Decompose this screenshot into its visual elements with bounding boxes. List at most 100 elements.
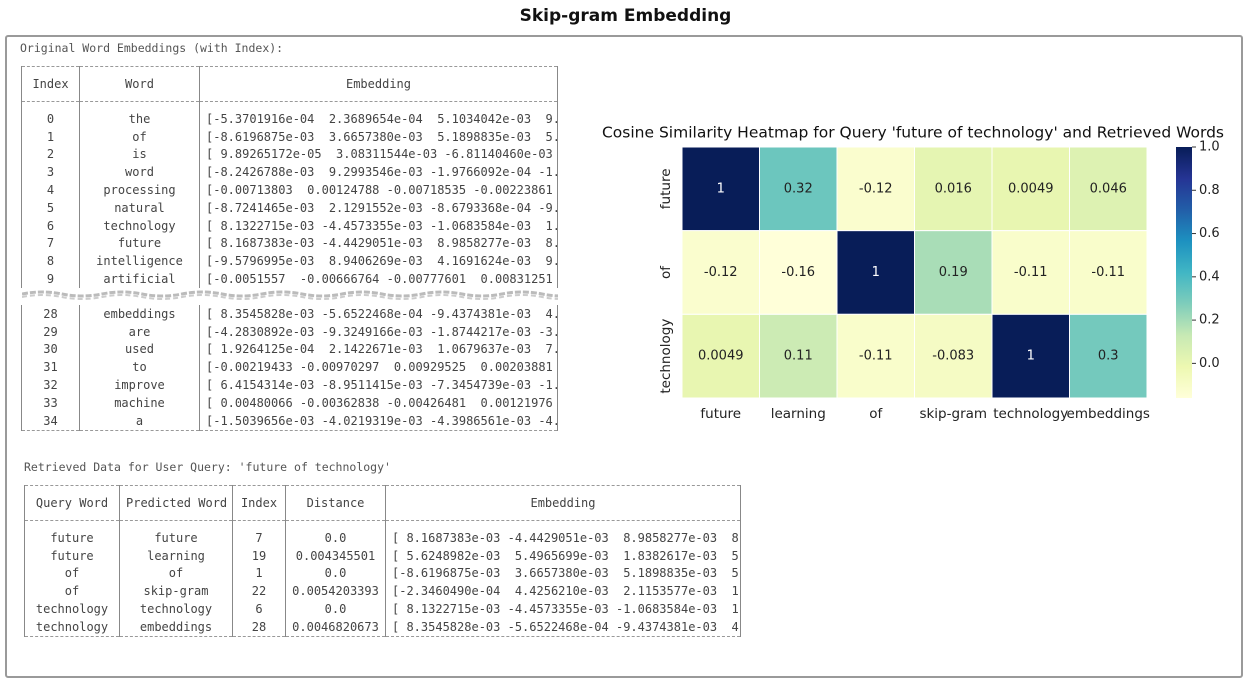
- column-header: Embedding: [385, 485, 741, 521]
- cell-label: 0.016: [935, 181, 972, 196]
- table-cell: [ 8.1687383e-03 -4.4429051e-03 8.9858277…: [199, 234, 558, 253]
- table-cell: 34: [21, 411, 80, 431]
- table-cell: 0.004345501: [285, 546, 386, 565]
- column-header: Distance: [285, 485, 386, 521]
- break-cell: [21, 288, 558, 305]
- table-cell: [ 9.89265172e-05 3.08311544e-03 -6.81140…: [199, 145, 558, 164]
- table-cell: 30: [21, 340, 80, 359]
- header-row: Query Word Predicted Word Index Distance Emb…: [24, 485, 741, 521]
- colorbar-tick-label: 1.0: [1199, 140, 1220, 155]
- table-cell: [ 8.1322715e-03 -4.4573355e-03 -1.068358…: [385, 600, 741, 618]
- cell-label: 0.11: [784, 349, 813, 364]
- table-row: 6 technology[ 8.1322715e-03 -4.4573355e-0…: [21, 216, 558, 235]
- table-cell: 7: [21, 234, 80, 253]
- table-row: 31 to [-0.00219433 -0.00970297 0.00929525 …: [21, 358, 558, 377]
- break-squiggle: [21, 290, 558, 300]
- heatmap-cell: [914, 313, 993, 399]
- table-cell: 1: [21, 127, 80, 146]
- colorbar-tick-label: 0.8: [1199, 183, 1220, 198]
- colorbar-tick-label: 0.0: [1199, 356, 1220, 371]
- heatmap-cell: [914, 146, 993, 232]
- cell-label: -0.12: [704, 265, 738, 280]
- table-cell: future: [79, 234, 200, 253]
- table-cell: 1: [232, 564, 286, 583]
- heatmap-cell: [759, 230, 838, 315]
- table-cell: skip-gram: [119, 582, 233, 601]
- table-cell: 28: [21, 304, 80, 323]
- table-cell: 28: [232, 617, 286, 637]
- table-cell: 22: [232, 582, 286, 601]
- table-cell: [ 8.1687383e-03 -4.4429051e-03 8.9858277…: [385, 520, 741, 547]
- cell-label: 0.0049: [698, 349, 744, 364]
- table-cell: [-4.2830892e-03 -9.3249166e-03 -1.874421…: [199, 322, 558, 341]
- column-header: Embedding: [199, 66, 558, 102]
- table-row: 1 of [-8.6196875e-03 3.6657380e-03 5.18988…: [21, 127, 558, 146]
- table-cell: of: [24, 564, 120, 583]
- table-row: 2 is[ 9.89265172e-05 3.08311544e-03 -6.81…: [21, 145, 558, 164]
- cell-label: -0.11: [1091, 265, 1125, 280]
- column-header: Index: [232, 485, 286, 521]
- table-cell: technology: [24, 617, 120, 637]
- table-cell: [-2.3460490e-04 4.4256210e-03 2.1153577e…: [385, 582, 741, 601]
- heatmap-cell: [1069, 146, 1148, 232]
- table-cell: 2: [21, 145, 80, 164]
- table-cell: learning: [119, 546, 233, 565]
- cell-label: 0.19: [939, 265, 968, 280]
- table-cell: 5: [21, 198, 80, 217]
- table-cell: word: [79, 163, 200, 182]
- table-cell: 31: [21, 358, 80, 377]
- x-tick-label: technology: [993, 406, 1068, 422]
- table-cell: used: [79, 340, 200, 359]
- table-cell: 0.0: [285, 600, 386, 618]
- table-cell: [-8.2426788e-03 9.2993546e-03 -1.9766092…: [199, 163, 558, 182]
- cell-label: 1: [1027, 349, 1035, 364]
- cell-label: 0.0049: [1008, 181, 1054, 196]
- table-cell: natural: [79, 198, 200, 217]
- table-cell: 0.0046820673: [285, 617, 386, 637]
- heatmap-cell: [914, 230, 993, 315]
- table-row: 4 processing [-0.00713803 0.00124788 -0.00…: [21, 181, 558, 199]
- table-cell: [-9.5796995e-03 8.9406269e-03 4.1691624e…: [199, 252, 558, 271]
- heatmap-cell: [681, 230, 760, 315]
- heatmap-cell: [991, 230, 1070, 315]
- table-head: Query Word Predicted Word Index Distance Emb…: [24, 485, 741, 521]
- table-cell: [-0.00713803 0.00124788 -0.00718535 -0.0…: [199, 181, 558, 199]
- table-cell: the: [79, 101, 200, 128]
- table-row: 8 intelligence [-9.5796995e-03 8.9406269e-…: [21, 252, 558, 271]
- heatmap-cell: [759, 146, 838, 232]
- colorbar-tick-label: 0.6: [1199, 226, 1220, 241]
- table-row: 28 embeddings[ 8.3545828e-03 -5.6522468e-…: [21, 304, 558, 323]
- table-cell: is: [79, 145, 200, 164]
- table-cell: 8: [21, 252, 80, 271]
- cell-label: -0.11: [1014, 265, 1048, 280]
- table-cell: [-8.7241465e-03 2.1291552e-03 -8.6793368…: [199, 198, 558, 217]
- y-tick-label: technology: [658, 319, 674, 394]
- table-cell: 0: [21, 101, 80, 128]
- cell-label: 1: [717, 181, 725, 196]
- table-body: future future 7 0.0[ 8.1687383e-03 -4.44290…: [24, 520, 741, 637]
- table-cell: technology: [79, 216, 200, 235]
- heatmap-cell: [1069, 230, 1148, 315]
- retrieved-table: Query Word Predicted Word Index Distance Emb…: [24, 485, 741, 637]
- cell-label: -0.083: [932, 349, 974, 364]
- y-tick-label: of: [658, 265, 674, 279]
- heatmap-cell: [681, 313, 760, 399]
- heatmap-cell: [759, 313, 838, 399]
- embeddings-table: Index Word Embedding 0 the [-5.3701916e-04 2.…: [21, 66, 558, 431]
- x-tick-label: learning: [771, 406, 826, 422]
- table-cell: machine: [79, 393, 200, 412]
- table-cell: future: [24, 546, 120, 565]
- column-header: Predicted Word: [119, 485, 233, 521]
- heatmap-chart: Cosine Similarity Heatmap for Query 'fut…: [602, 124, 1224, 423]
- colorbar: [1176, 147, 1192, 398]
- heatmap-cell: [836, 230, 915, 315]
- table-cell: technology: [24, 600, 120, 618]
- table-cell: intelligence: [79, 252, 200, 271]
- table-cell: 33: [21, 393, 80, 412]
- table-row: of of 1 0.0 [-8.6196875e-03 3.6657380e-03 5.…: [24, 564, 741, 583]
- table-cell: 32: [21, 376, 80, 394]
- cell-label: 0.32: [784, 181, 813, 196]
- table-cell: [ 6.4154314e-03 -8.9511415e-03 -7.345473…: [199, 376, 558, 394]
- cell-label: -0.16: [781, 265, 815, 280]
